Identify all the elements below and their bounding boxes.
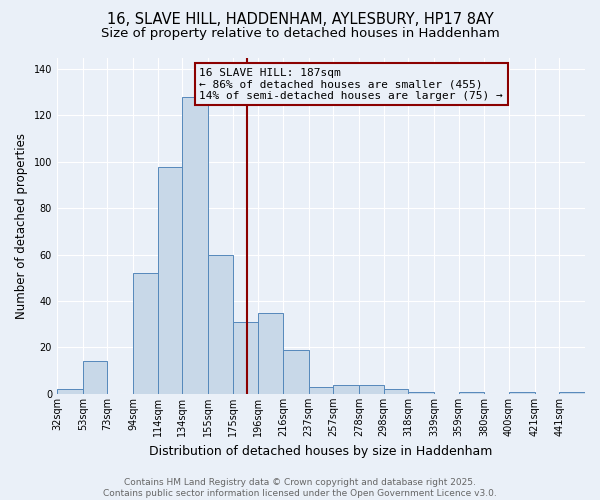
Bar	[359, 384, 383, 394]
Bar	[509, 392, 535, 394]
Text: Size of property relative to detached houses in Haddenham: Size of property relative to detached ho…	[101, 28, 499, 40]
Bar	[57, 389, 83, 394]
Bar	[333, 384, 359, 394]
Bar	[458, 392, 484, 394]
X-axis label: Distribution of detached houses by size in Haddenham: Distribution of detached houses by size …	[149, 444, 493, 458]
Bar	[208, 254, 233, 394]
Bar	[383, 389, 408, 394]
Bar	[133, 274, 158, 394]
Bar	[283, 350, 308, 394]
Y-axis label: Number of detached properties: Number of detached properties	[15, 132, 28, 318]
Bar	[158, 166, 182, 394]
Bar	[408, 392, 434, 394]
Text: 16 SLAVE HILL: 187sqm
← 86% of detached houses are smaller (455)
14% of semi-det: 16 SLAVE HILL: 187sqm ← 86% of detached …	[199, 68, 503, 101]
Bar	[233, 322, 259, 394]
Bar	[308, 387, 333, 394]
Bar	[259, 312, 283, 394]
Bar	[83, 362, 107, 394]
Text: 16, SLAVE HILL, HADDENHAM, AYLESBURY, HP17 8AY: 16, SLAVE HILL, HADDENHAM, AYLESBURY, HP…	[107, 12, 493, 28]
Text: Contains HM Land Registry data © Crown copyright and database right 2025.
Contai: Contains HM Land Registry data © Crown c…	[103, 478, 497, 498]
Bar	[559, 392, 585, 394]
Bar	[182, 97, 208, 394]
